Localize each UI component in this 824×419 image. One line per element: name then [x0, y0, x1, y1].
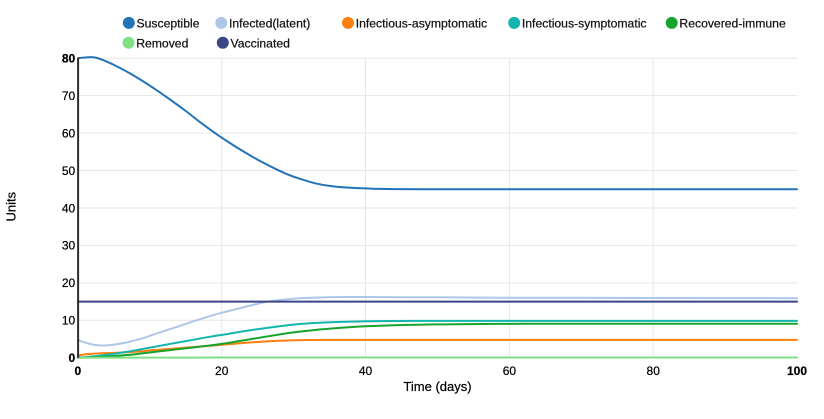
svg-text:80: 80	[647, 364, 661, 378]
svg-text:0: 0	[75, 364, 82, 378]
svg-text:10: 10	[62, 314, 76, 328]
svg-text:Infectious-symptomatic: Infectious-symptomatic	[522, 16, 647, 30]
svg-text:20: 20	[62, 276, 76, 290]
svg-text:Vaccinated: Vaccinated	[231, 36, 290, 50]
svg-text:Infected(latent): Infected(latent)	[229, 16, 310, 30]
svg-text:40: 40	[359, 364, 373, 378]
svg-text:70: 70	[62, 89, 76, 103]
svg-text:40: 40	[62, 201, 76, 215]
svg-text:Recovered-immune: Recovered-immune	[679, 16, 786, 30]
svg-text:60: 60	[62, 126, 76, 140]
svg-text:50: 50	[62, 164, 76, 178]
svg-text:Time (days): Time (days)	[403, 379, 471, 394]
svg-text:0: 0	[69, 351, 76, 365]
svg-text:20: 20	[215, 364, 229, 378]
svg-text:100: 100	[787, 364, 807, 378]
svg-text:Removed: Removed	[136, 36, 188, 50]
svg-text:80: 80	[62, 52, 76, 66]
svg-text:30: 30	[62, 239, 76, 253]
svg-text:60: 60	[503, 364, 517, 378]
svg-text:Infectious-asymptomatic: Infectious-asymptomatic	[356, 16, 487, 30]
svg-text:Susceptible: Susceptible	[137, 16, 200, 30]
svg-text:Units: Units	[3, 191, 18, 221]
